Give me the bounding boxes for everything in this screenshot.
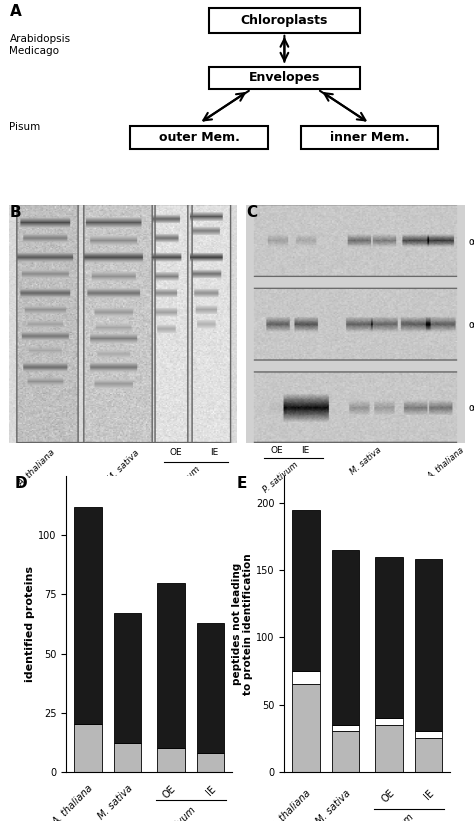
- Text: Chloroplasts: Chloroplasts: [241, 14, 328, 27]
- Bar: [197, 623, 224, 753]
- Bar: [157, 748, 185, 772]
- Bar: [114, 743, 141, 772]
- Y-axis label: identified proteins: identified proteins: [26, 566, 36, 682]
- Bar: [209, 67, 360, 89]
- Bar: [74, 507, 102, 724]
- Text: αToc75: αToc75: [469, 236, 474, 246]
- Bar: [375, 557, 403, 718]
- Text: P. sativum: P. sativum: [262, 460, 300, 494]
- Text: IE: IE: [210, 448, 219, 457]
- Text: OE: OE: [271, 446, 283, 455]
- Text: inner Mem.: inner Mem.: [330, 131, 410, 144]
- Text: Arabidopsis
Medicago: Arabidopsis Medicago: [9, 34, 71, 56]
- Bar: [301, 126, 438, 149]
- Text: IE: IE: [422, 788, 436, 801]
- Text: C: C: [246, 205, 257, 220]
- Bar: [415, 559, 442, 732]
- Text: IE: IE: [204, 783, 218, 797]
- Bar: [292, 671, 320, 685]
- Bar: [332, 725, 359, 732]
- Text: A. thaliana: A. thaliana: [51, 783, 95, 821]
- Text: M. sativa: M. sativa: [106, 448, 141, 484]
- Bar: [209, 8, 360, 33]
- Bar: [332, 550, 359, 725]
- Bar: [292, 510, 320, 671]
- Text: M. sativa: M. sativa: [96, 783, 135, 821]
- Text: A: A: [9, 4, 21, 19]
- Text: αTic55: αTic55: [469, 402, 474, 413]
- Text: P. sativum: P. sativum: [374, 812, 416, 821]
- Bar: [375, 718, 403, 725]
- Bar: [74, 724, 102, 772]
- Text: OE: OE: [161, 783, 178, 800]
- Text: αToc33: αToc33: [469, 320, 474, 330]
- Bar: [292, 685, 320, 772]
- Text: D: D: [14, 476, 27, 491]
- Text: Pisum: Pisum: [9, 122, 41, 132]
- Bar: [197, 753, 224, 772]
- Bar: [375, 725, 403, 772]
- Bar: [130, 126, 268, 149]
- Text: IE: IE: [301, 446, 310, 455]
- Bar: [114, 613, 141, 743]
- Text: OE: OE: [169, 448, 182, 457]
- Bar: [415, 738, 442, 772]
- Text: M. sativa: M. sativa: [314, 788, 353, 821]
- Text: A. thaliana: A. thaliana: [426, 446, 466, 482]
- Text: P. sativum: P. sativum: [155, 805, 198, 821]
- Text: Envelopes: Envelopes: [249, 71, 320, 85]
- Text: P. sativum: P. sativum: [164, 465, 202, 503]
- Bar: [157, 583, 185, 748]
- Text: A. thaliana: A. thaliana: [269, 788, 313, 821]
- Text: outer Mem.: outer Mem.: [159, 131, 239, 144]
- Bar: [332, 732, 359, 772]
- Y-axis label: peptides not leading
to protein identification: peptides not leading to protein identifi…: [232, 553, 254, 695]
- Text: B: B: [9, 205, 21, 220]
- Text: M. sativa: M. sativa: [348, 446, 383, 477]
- Bar: [415, 732, 442, 738]
- Text: E: E: [237, 476, 247, 491]
- Text: OE: OE: [379, 788, 396, 805]
- Text: A. thaliana: A. thaliana: [16, 448, 57, 488]
